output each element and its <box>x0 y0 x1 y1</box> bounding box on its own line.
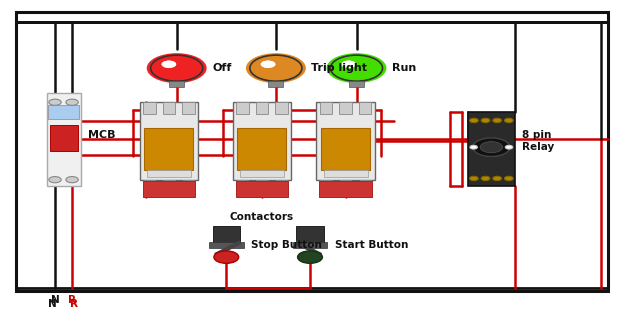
Circle shape <box>472 138 510 157</box>
FancyBboxPatch shape <box>276 180 287 189</box>
FancyBboxPatch shape <box>236 102 249 114</box>
FancyBboxPatch shape <box>237 180 248 189</box>
Circle shape <box>162 60 176 68</box>
Circle shape <box>469 118 478 123</box>
FancyBboxPatch shape <box>237 128 286 171</box>
Circle shape <box>214 251 239 263</box>
FancyBboxPatch shape <box>46 93 81 186</box>
Text: N: N <box>51 295 60 305</box>
Circle shape <box>505 176 513 181</box>
Circle shape <box>470 145 477 149</box>
Circle shape <box>327 53 386 83</box>
Text: MCB: MCB <box>88 130 115 140</box>
FancyBboxPatch shape <box>232 102 291 180</box>
FancyBboxPatch shape <box>143 102 156 114</box>
Text: Run: Run <box>392 63 416 73</box>
FancyBboxPatch shape <box>349 81 364 87</box>
FancyBboxPatch shape <box>236 181 288 197</box>
Text: 8 pin
Relay: 8 pin Relay <box>522 131 554 152</box>
FancyBboxPatch shape <box>164 180 175 189</box>
FancyBboxPatch shape <box>255 102 268 114</box>
Circle shape <box>66 99 78 105</box>
FancyBboxPatch shape <box>143 181 195 197</box>
FancyBboxPatch shape <box>209 242 244 248</box>
Circle shape <box>49 177 61 183</box>
Circle shape <box>250 55 302 81</box>
Text: N: N <box>48 299 57 308</box>
Circle shape <box>481 118 490 123</box>
FancyBboxPatch shape <box>144 128 193 171</box>
Circle shape <box>147 53 206 83</box>
Circle shape <box>66 177 78 183</box>
FancyBboxPatch shape <box>169 81 184 87</box>
FancyBboxPatch shape <box>140 102 198 180</box>
FancyBboxPatch shape <box>257 180 267 189</box>
FancyBboxPatch shape <box>321 128 370 171</box>
FancyBboxPatch shape <box>268 81 283 87</box>
Circle shape <box>342 60 356 68</box>
FancyBboxPatch shape <box>340 102 352 114</box>
Circle shape <box>151 55 203 81</box>
Circle shape <box>330 55 383 81</box>
Text: Stop Button: Stop Button <box>251 240 322 250</box>
FancyBboxPatch shape <box>16 12 608 291</box>
Text: Contactors: Contactors <box>230 212 294 222</box>
Circle shape <box>493 118 502 123</box>
Circle shape <box>469 176 478 181</box>
Circle shape <box>162 60 176 68</box>
FancyBboxPatch shape <box>275 102 288 114</box>
Circle shape <box>49 99 61 105</box>
FancyBboxPatch shape <box>321 180 332 189</box>
Circle shape <box>246 53 306 83</box>
FancyBboxPatch shape <box>320 102 332 114</box>
Text: R: R <box>68 295 76 305</box>
FancyBboxPatch shape <box>360 180 371 189</box>
FancyBboxPatch shape <box>359 102 371 114</box>
FancyBboxPatch shape <box>182 102 195 114</box>
Circle shape <box>480 142 502 153</box>
FancyBboxPatch shape <box>324 170 368 177</box>
FancyBboxPatch shape <box>147 170 191 177</box>
FancyBboxPatch shape <box>144 180 155 189</box>
FancyBboxPatch shape <box>340 180 351 189</box>
FancyBboxPatch shape <box>468 112 515 186</box>
FancyBboxPatch shape <box>316 102 375 180</box>
Circle shape <box>261 60 275 68</box>
FancyBboxPatch shape <box>213 226 240 243</box>
Circle shape <box>298 251 322 263</box>
FancyBboxPatch shape <box>183 180 194 189</box>
FancyBboxPatch shape <box>293 242 327 248</box>
FancyBboxPatch shape <box>162 102 175 114</box>
FancyBboxPatch shape <box>48 105 79 119</box>
Circle shape <box>261 60 275 68</box>
Circle shape <box>505 145 513 149</box>
Text: Trip light: Trip light <box>311 63 367 73</box>
FancyBboxPatch shape <box>240 170 284 177</box>
FancyBboxPatch shape <box>319 181 372 197</box>
Circle shape <box>505 118 513 123</box>
FancyBboxPatch shape <box>50 125 78 151</box>
Text: Off: Off <box>212 63 231 73</box>
FancyBboxPatch shape <box>296 226 324 243</box>
Text: Start Button: Start Button <box>335 240 408 250</box>
Circle shape <box>493 176 502 181</box>
Text: R: R <box>71 299 79 308</box>
Circle shape <box>342 60 356 68</box>
Circle shape <box>481 176 490 181</box>
